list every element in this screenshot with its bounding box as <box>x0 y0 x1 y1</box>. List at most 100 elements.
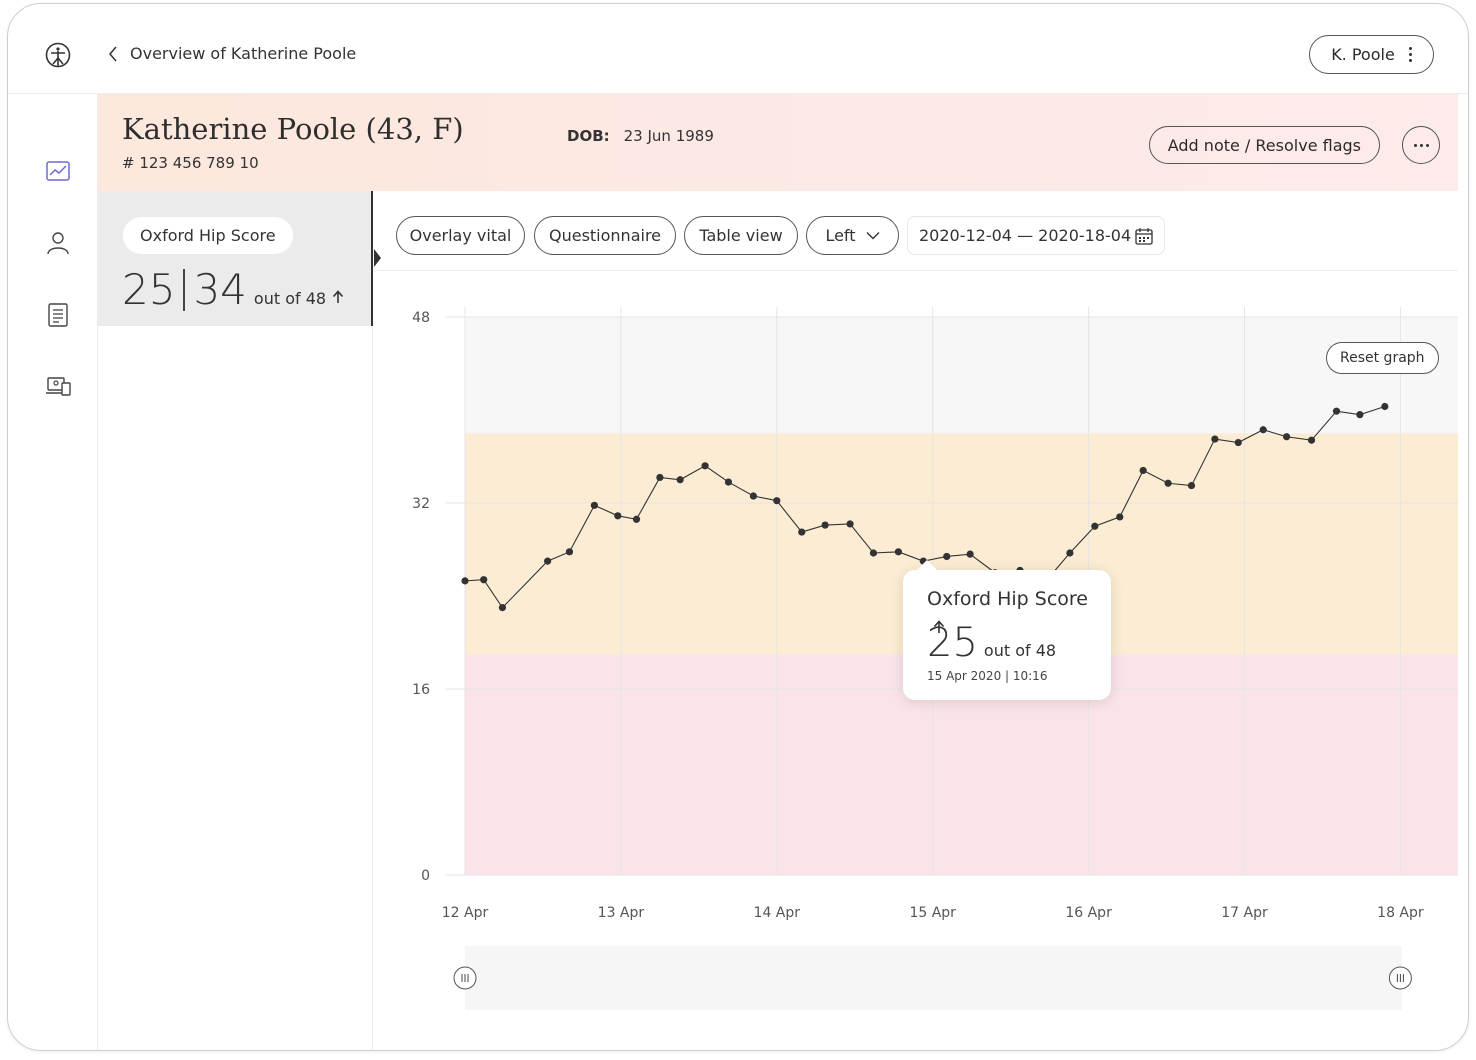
patient-header: Katherine Poole (43, F) # 123 456 789 10… <box>98 94 1458 191</box>
data-point[interactable] <box>480 576 488 584</box>
nav-chart-icon[interactable] <box>44 157 72 185</box>
data-point[interactable] <box>869 549 878 557</box>
patient-dob: DOB: 23 Jun 1989 <box>567 127 714 145</box>
data-point[interactable] <box>1164 479 1172 487</box>
score-out-of: out of 48 <box>253 289 327 308</box>
data-point[interactable] <box>1332 407 1341 415</box>
chart-canvas[interactable]: 0 16 32 48 12 Apr 13 Apr 14 Apr 15 Apr 16 Apr 17 … <box>374 272 1458 1051</box>
data-point[interactable] <box>1116 513 1124 521</box>
questionnaire-button[interactable]: Questionnaire <box>534 216 676 255</box>
back-link-label: Overview of Katherine Poole <box>130 44 357 63</box>
data-point[interactable] <box>590 501 598 509</box>
data-point[interactable] <box>656 473 664 482</box>
data-point[interactable] <box>1356 411 1364 419</box>
data-point[interactable] <box>1211 435 1219 443</box>
kebab-icon <box>1408 47 1412 62</box>
data-point[interactable] <box>724 478 733 486</box>
dob-label: DOB: <box>567 127 610 145</box>
data-point[interactable] <box>1259 426 1267 434</box>
x-tick-label: 18 Apr <box>1377 905 1424 921</box>
x-tick-label: 15 Apr <box>909 905 956 921</box>
selected-indicator <box>374 249 381 267</box>
y-tick-label: 32 <box>412 496 430 512</box>
y-tick-label: 48 <box>412 310 430 326</box>
x-tick-label: 14 Apr <box>754 905 801 921</box>
data-point[interactable] <box>749 492 758 500</box>
x-tick-label: 17 Apr <box>1221 905 1268 921</box>
arrow-up-icon <box>332 290 344 303</box>
nav-profile-icon[interactable] <box>44 229 72 257</box>
data-point[interactable] <box>498 604 507 612</box>
app-logo-icon[interactable] <box>45 42 71 68</box>
data-point[interactable] <box>632 515 641 523</box>
top-bar: Overview of Katherine Poole K. Poole <box>8 4 1468 94</box>
chevron-left-icon <box>109 46 117 61</box>
user-menu-label: K. Poole <box>1331 45 1395 64</box>
nav-notes-icon[interactable] <box>44 301 72 329</box>
data-point[interactable] <box>846 520 854 528</box>
score-chart: 0 16 32 48 12 Apr 13 Apr 14 Apr 15 Apr 16 Apr 17 … <box>374 272 1458 1051</box>
data-point[interactable] <box>798 528 806 536</box>
data-point[interactable] <box>1187 481 1196 490</box>
chart-toolbar: Overlay vital Questionnaire Table view L… <box>374 191 1458 271</box>
side-select[interactable]: Left <box>806 216 899 255</box>
score-card-title: Oxford Hip Score <box>123 217 293 254</box>
data-point[interactable] <box>544 557 552 565</box>
data-point[interactable] <box>1307 436 1316 444</box>
threshold-band <box>465 317 1458 434</box>
patient-name: Katherine Poole (43, F) <box>122 112 464 146</box>
x-tick-label: 16 Apr <box>1065 905 1112 921</box>
app-window: Overview of Katherine Poole K. Poole <box>7 3 1469 1051</box>
nav-devices-icon[interactable] <box>44 373 72 401</box>
range-scrubber-track[interactable] <box>465 946 1402 1010</box>
x-tick-label: 13 Apr <box>598 905 645 921</box>
back-link[interactable]: Overview of Katherine Poole <box>108 44 356 63</box>
date-range-picker[interactable]: 2020-12-04 — 2020-18-04 <box>907 216 1165 255</box>
data-point[interactable] <box>1234 438 1242 447</box>
data-point[interactable] <box>614 512 622 520</box>
arrow-up-icon <box>933 620 945 633</box>
data-point[interactable] <box>966 550 974 558</box>
chart-tooltip: Oxford Hip Score 25 out of 48 15 Apr 202… <box>903 560 1111 700</box>
y-tick-label: 16 <box>412 682 430 698</box>
data-point[interactable] <box>1139 466 1147 475</box>
reset-graph-button[interactable]: Reset graph <box>1326 342 1439 374</box>
data-point[interactable] <box>821 521 829 529</box>
tooltip-out-of: out of 48 <box>983 641 1057 660</box>
chevron-down-icon <box>866 232 880 240</box>
data-point[interactable] <box>461 577 469 585</box>
overlay-vital-button[interactable]: Overlay vital <box>396 216 525 255</box>
side-nav <box>18 94 98 1050</box>
data-point[interactable] <box>1066 549 1074 557</box>
score-list-panel: Oxford Hip Score 25 34 out of 48 <box>98 191 381 1050</box>
data-point[interactable] <box>565 548 574 556</box>
side-select-value: Left <box>825 226 856 245</box>
patient-id: # 123 456 789 10 <box>122 154 259 172</box>
score-value-right: 34 <box>193 265 247 314</box>
tooltip-date: 15 Apr 2020 | 10:16 <box>927 669 1048 683</box>
score-value-left: 25 <box>122 265 176 314</box>
y-tick-label: 0 <box>421 868 430 884</box>
score-separator <box>183 268 186 311</box>
data-point[interactable] <box>773 497 781 505</box>
data-point[interactable] <box>943 552 951 561</box>
score-card-value: 25 34 out of 48 <box>122 265 344 314</box>
data-point[interactable] <box>701 462 709 470</box>
tooltip-score: 25 <box>927 620 978 666</box>
data-point[interactable] <box>1381 402 1389 411</box>
date-range-value: 2020-12-04 — 2020-18-04 <box>919 226 1132 245</box>
user-menu-button[interactable]: K. Poole <box>1309 35 1434 74</box>
x-tick-label: 12 Apr <box>442 905 489 921</box>
table-view-button[interactable]: Table view <box>684 216 798 255</box>
data-point[interactable] <box>676 476 684 484</box>
tooltip-value: 25 out of 48 <box>927 620 1056 666</box>
tooltip-title: Oxford Hip Score <box>927 588 1088 610</box>
more-options-button[interactable] <box>1402 126 1440 164</box>
calendar-icon[interactable] <box>1135 227 1153 245</box>
data-point[interactable] <box>894 548 903 556</box>
data-point[interactable] <box>1282 433 1291 441</box>
dob-value: 23 Jun 1989 <box>623 127 714 145</box>
score-card[interactable]: Oxford Hip Score 25 34 out of 48 <box>98 191 381 326</box>
add-note-button[interactable]: Add note / Resolve flags <box>1148 126 1380 164</box>
data-point[interactable] <box>1091 522 1099 530</box>
